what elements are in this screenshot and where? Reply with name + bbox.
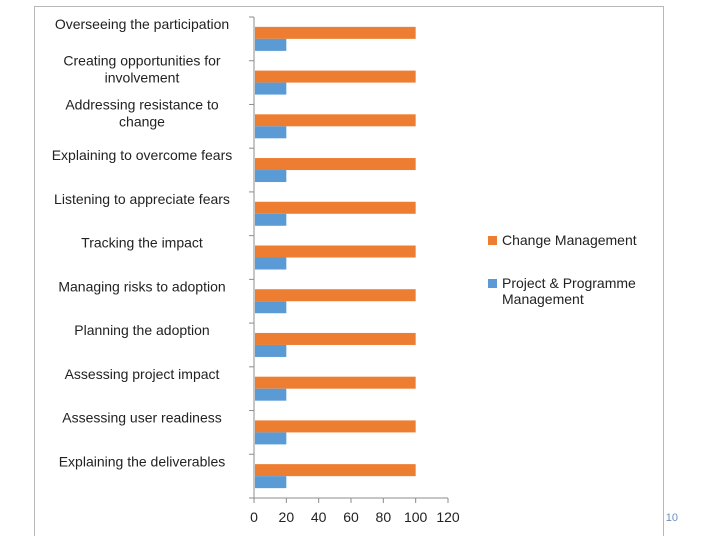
bar-change-management xyxy=(255,420,416,433)
bar-project-programme-management xyxy=(255,388,287,401)
category-label: Overseeing the participation xyxy=(55,16,229,32)
bar-project-programme-management xyxy=(255,344,287,357)
page-number: 10 xyxy=(665,512,678,524)
bar-project-programme-management xyxy=(255,170,287,183)
x-tick-label: 40 xyxy=(311,509,327,525)
chart-frame xyxy=(34,6,664,536)
bar-change-management xyxy=(255,70,416,83)
x-tick-label: 60 xyxy=(343,509,359,525)
category-label: Tracking the impact xyxy=(81,235,203,251)
x-tick-label: 120 xyxy=(436,509,460,525)
category-label: Managing risks to adoption xyxy=(58,278,225,294)
legend-swatch xyxy=(488,236,497,245)
bar-project-programme-management xyxy=(255,432,287,445)
bar-change-management xyxy=(255,114,416,127)
x-tick-label: 80 xyxy=(376,509,392,525)
bar-project-programme-management xyxy=(255,82,287,95)
x-tick-label: 100 xyxy=(404,509,428,525)
bar-change-management xyxy=(255,332,416,345)
category-label: Addressing resistance to change xyxy=(65,96,219,129)
category-label: Listening to appreciate fears xyxy=(54,191,230,207)
category-label: Explaining to overcome fears xyxy=(52,147,233,163)
bar-project-programme-management xyxy=(255,126,287,139)
legend-label: Project & Programme Management xyxy=(502,275,636,307)
bar-change-management xyxy=(255,289,416,302)
category-label: Assessing project impact xyxy=(65,366,220,382)
bar-project-programme-management xyxy=(255,38,287,51)
legend-swatch xyxy=(488,279,497,288)
bar-change-management xyxy=(255,245,416,258)
bar-change-management xyxy=(255,201,416,214)
bar-change-management xyxy=(255,376,416,389)
bar-change-management xyxy=(255,158,416,171)
category-label: Explaining the deliverables xyxy=(59,453,226,469)
category-label: Creating opportunities for involvement xyxy=(63,53,221,86)
legend-label: Change Management xyxy=(502,232,637,248)
bar-change-management xyxy=(255,26,416,39)
x-tick-label: 20 xyxy=(279,509,295,525)
bar-project-programme-management xyxy=(255,213,287,226)
bar-project-programme-management xyxy=(255,476,287,489)
bar-change-management xyxy=(255,464,416,477)
x-tick-label: 0 xyxy=(250,509,258,525)
bar-project-programme-management xyxy=(255,301,287,314)
category-label: Planning the adoption xyxy=(74,322,209,338)
category-label: Assessing user readiness xyxy=(62,410,222,426)
bar-project-programme-management xyxy=(255,257,287,270)
